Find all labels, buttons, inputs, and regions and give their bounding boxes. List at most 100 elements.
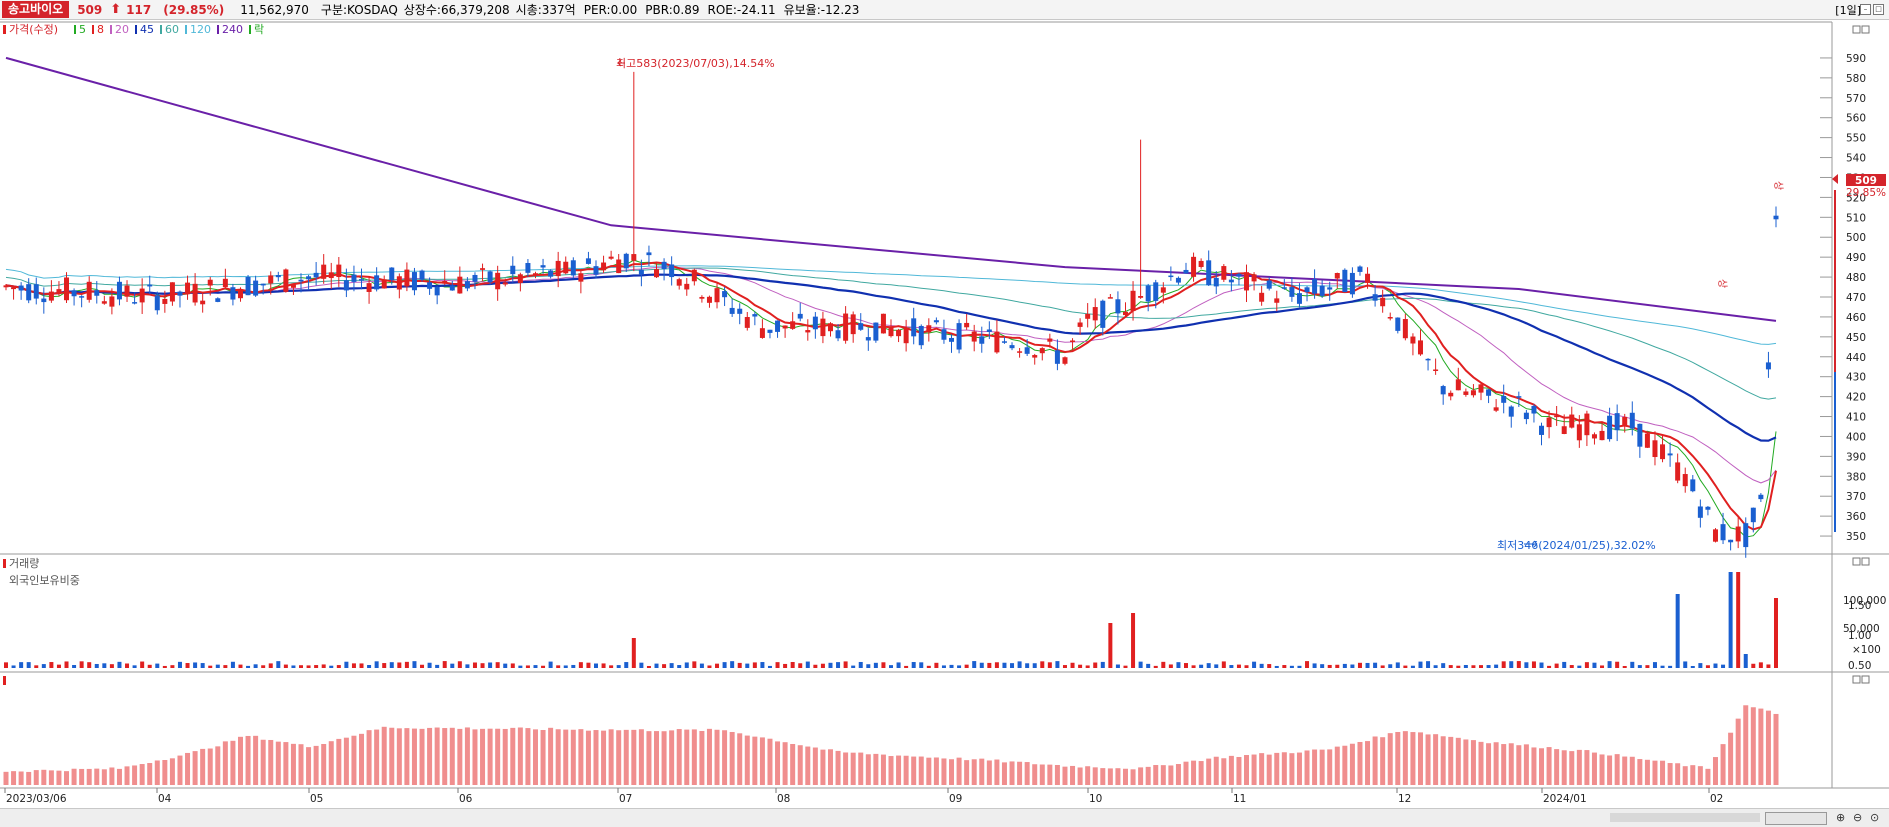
foreign-holding-bar xyxy=(1410,732,1416,785)
date-label: 2024/01 xyxy=(1543,793,1587,805)
market-type: 구분:KOSDAQ xyxy=(320,3,398,17)
chart-scrollbar[interactable]: ⊕ ⊖ ⊙ xyxy=(0,808,1889,827)
candle xyxy=(903,319,909,352)
candle xyxy=(18,282,24,300)
foreign-holding-bar xyxy=(1160,765,1166,785)
date-label: 08 xyxy=(777,793,790,805)
foreign-holding-bar xyxy=(767,738,773,785)
candle xyxy=(775,320,781,338)
candle xyxy=(1629,401,1635,436)
volume-bar xyxy=(420,664,425,668)
volume-bar xyxy=(1236,664,1241,668)
volume-bar xyxy=(1426,661,1431,668)
legend-price-marker xyxy=(3,25,6,34)
zoom-out-icon[interactable]: ⊖ xyxy=(1853,811,1863,824)
candle xyxy=(147,275,153,295)
foreign-holding-bar xyxy=(956,757,962,785)
maximize-icon[interactable]: □ xyxy=(1873,4,1884,15)
foreign-holding-bar xyxy=(1070,765,1076,785)
scroll-thumb[interactable] xyxy=(1765,812,1827,825)
foreign-holding-bar xyxy=(1758,708,1764,785)
panel-buttons[interactable] xyxy=(1852,25,1870,684)
period-selector[interactable]: [1일] xyxy=(1835,4,1861,17)
foreign-holding-bar xyxy=(926,757,932,785)
volume-bar xyxy=(1017,661,1022,668)
volume-bar xyxy=(609,665,614,668)
foreign-holding-bar xyxy=(132,765,138,785)
foreign-holding-bar xyxy=(1062,766,1068,785)
high-annotation: 최고583(2023/07/03),14.54% xyxy=(616,57,775,70)
candle xyxy=(880,313,886,334)
volume-bar xyxy=(919,662,924,668)
volume-bar xyxy=(1191,665,1196,668)
volume-bar xyxy=(1721,664,1726,668)
volume-bar xyxy=(1305,661,1310,668)
foreign-holding-bar xyxy=(336,738,342,785)
candle xyxy=(381,275,387,289)
candle xyxy=(1138,139,1144,299)
minimize-icon[interactable]: – xyxy=(1860,4,1871,15)
foreign-holding-bar xyxy=(1168,765,1174,785)
scroll-track[interactable] xyxy=(1610,813,1760,822)
foreign-holding-bar xyxy=(532,729,538,785)
candle xyxy=(177,290,183,308)
candle xyxy=(1024,339,1030,356)
candle xyxy=(1259,285,1265,306)
foreign-holding-bar xyxy=(1145,766,1151,785)
foreign-holding-bar xyxy=(971,759,977,785)
candle xyxy=(1236,272,1242,286)
candle xyxy=(1765,351,1771,378)
volume-bar xyxy=(843,661,848,668)
legend-ma-45-marker xyxy=(135,25,137,34)
foreign-holding-bar xyxy=(616,730,622,785)
upper-limit-label-2: 상 xyxy=(1772,181,1784,190)
stock-name-tag[interactable]: 송고바이오 xyxy=(2,1,70,18)
foreign-holding-bar xyxy=(192,751,198,785)
volume-bar xyxy=(957,665,962,668)
foreign-holding-bar xyxy=(116,768,122,785)
candle xyxy=(601,255,607,273)
volume-bar xyxy=(442,661,447,668)
foreign-holding-bar xyxy=(1750,707,1756,785)
volume-bar xyxy=(41,664,46,668)
candle xyxy=(1584,410,1590,447)
volume-tick-2: 50,000 xyxy=(1843,623,1880,635)
volume-bar xyxy=(1652,662,1657,668)
volume-bar xyxy=(722,662,727,668)
foreign-holding-bar xyxy=(858,752,864,785)
foreign-holding-bar xyxy=(525,728,531,785)
candle xyxy=(926,318,932,342)
volume-bar xyxy=(389,662,394,668)
legend-ma-60-marker xyxy=(160,25,162,34)
volume-bar xyxy=(1388,664,1393,668)
volume-bar xyxy=(798,663,803,668)
foreign-holding-bar xyxy=(782,742,788,785)
zoom-in-icon[interactable]: ⊕ xyxy=(1836,811,1846,824)
candle xyxy=(1289,277,1295,302)
foreign-holding-bar xyxy=(1213,756,1219,785)
foreign-holding-bar xyxy=(1372,736,1378,785)
volume-bar xyxy=(11,665,16,668)
volume-bar xyxy=(276,661,281,668)
candle xyxy=(1417,329,1423,356)
candle xyxy=(888,319,894,338)
volume-bar xyxy=(314,665,319,668)
volume-bar xyxy=(344,661,349,668)
volume-bar xyxy=(246,665,251,668)
candle xyxy=(1380,289,1386,313)
volume-bar xyxy=(238,664,243,668)
candle xyxy=(1773,206,1779,228)
foreign-holding-bar xyxy=(1092,767,1098,785)
pbr-value: PBR:0.89 xyxy=(645,2,700,17)
volume-bar xyxy=(435,664,440,668)
foreign-holding-bar xyxy=(109,767,115,785)
legend-ma-20-marker xyxy=(110,25,112,34)
candle xyxy=(1365,267,1371,289)
foreign-holding-bar xyxy=(1607,755,1613,785)
candle xyxy=(1387,312,1393,321)
candle xyxy=(1198,258,1204,269)
candle xyxy=(1115,291,1121,325)
foreign-holding-bar xyxy=(177,755,183,785)
zoom-reset-icon[interactable]: ⊙ xyxy=(1870,811,1880,824)
foreign-holding-bar xyxy=(1433,734,1439,785)
